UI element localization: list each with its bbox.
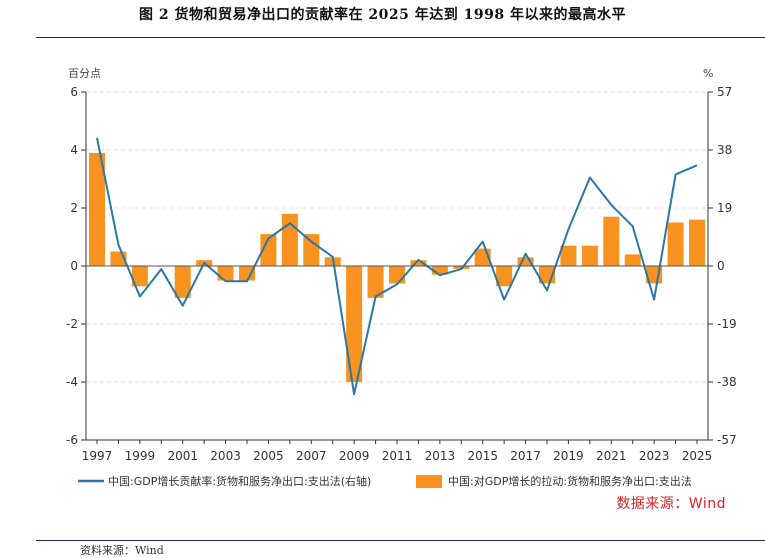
line-contribution-rate xyxy=(96,137,698,396)
top-rule xyxy=(36,37,765,38)
legend-bar-label: 中国:对GDP增长的拉动:货物和服务净出口:支出法 xyxy=(448,474,692,488)
x-tick-label: 1999 xyxy=(125,449,156,463)
bar-2009 xyxy=(346,266,363,382)
bar-2016 xyxy=(496,266,513,287)
legend-bar-swatch xyxy=(416,475,442,488)
bar-2003 xyxy=(217,266,234,281)
bar-2014 xyxy=(453,266,470,269)
left-tick-label: -4 xyxy=(66,375,78,389)
legend: 中国:GDP增长贡献率:货物和服务净出口:支出法(右轴) 中国:对GDP增长的拉… xyxy=(78,474,692,488)
x-tick-label: 2023 xyxy=(639,449,670,463)
x-tick-label: 2007 xyxy=(296,449,327,463)
bar-2019 xyxy=(560,245,577,266)
bar-1999 xyxy=(131,266,148,287)
x-tick-label: 2025 xyxy=(682,449,713,463)
bar-2004 xyxy=(239,266,255,281)
bar-2011 xyxy=(389,266,405,284)
right-tick-label: 19 xyxy=(717,201,732,215)
left-tick-label: 2 xyxy=(70,201,78,215)
x-tick-label: 2009 xyxy=(339,449,370,463)
bottom-rule xyxy=(36,540,765,541)
line-series xyxy=(96,137,698,396)
left-tick-label: -2 xyxy=(66,317,78,331)
bar-2010 xyxy=(367,266,384,298)
right-tick-label: 0 xyxy=(717,259,725,273)
bar-2017 xyxy=(517,257,534,266)
left-tick-label: 6 xyxy=(70,85,78,99)
left-axis-label: 百分点 xyxy=(68,67,101,80)
right-tick-label: -57 xyxy=(717,433,737,447)
left-tick-label: 0 xyxy=(70,259,78,273)
right-axis-label: % xyxy=(703,67,713,80)
bar-1997 xyxy=(89,152,105,266)
right-tick-label: -19 xyxy=(717,317,737,331)
left-tick-label: -6 xyxy=(66,433,78,447)
right-tick-label: 57 xyxy=(717,85,732,99)
x-tick-label: 2015 xyxy=(467,449,498,463)
x-tick-label: 2021 xyxy=(596,449,627,463)
right-tick-label: -38 xyxy=(717,375,737,389)
bar-2006 xyxy=(281,213,298,266)
x-tick-label: 2013 xyxy=(425,449,456,463)
x-tick-label: 2001 xyxy=(167,449,198,463)
bars xyxy=(89,152,705,382)
bar-2005 xyxy=(260,234,277,266)
right-tick-label: 38 xyxy=(717,143,732,157)
bar-2024 xyxy=(667,222,684,266)
legend-line-label: 中国:GDP增长贡献率:货物和服务净出口:支出法(右轴) xyxy=(108,474,371,488)
bar-2012 xyxy=(410,260,427,266)
x-tick-label: 2003 xyxy=(210,449,241,463)
x-tick-label: 1997 xyxy=(82,449,113,463)
x-tick-label: 2017 xyxy=(510,449,541,463)
figure-title: 图 2 货物和贸易净出口的贡献率在 2025 年达到 1998 年以来的最高水平 xyxy=(139,7,626,23)
x-tick-label: 2005 xyxy=(253,449,284,463)
x-tick-label: 2011 xyxy=(382,449,413,463)
bar-2025 xyxy=(689,219,705,266)
source-footer: 资料来源：Wind xyxy=(80,544,164,557)
bar-2007 xyxy=(303,234,320,266)
source-note: 数据来源：Wind xyxy=(616,496,726,512)
bar-2021 xyxy=(603,216,620,266)
bar-2020 xyxy=(581,245,598,266)
bar-2013 xyxy=(431,266,448,275)
bar-2001 xyxy=(174,266,191,298)
axes: -6 -4 -2 0 2 4 6 -57 -38 -19 0 19 38 57 1997 1999 2001 20… xyxy=(66,85,737,463)
bar-2022 xyxy=(624,254,641,266)
x-tick-label: 2019 xyxy=(553,449,584,463)
left-tick-label: 4 xyxy=(70,143,78,157)
